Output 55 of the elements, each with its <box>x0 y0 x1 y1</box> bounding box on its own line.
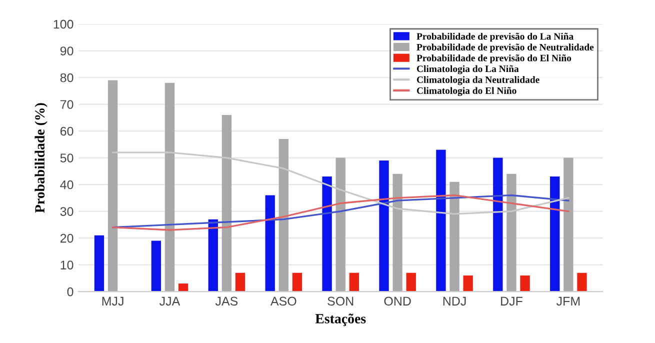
bar <box>564 158 574 292</box>
bar <box>322 176 332 292</box>
legend-label: Climatologia da Neutralidade <box>416 76 540 86</box>
x-tick-label: MJJ <box>102 296 124 306</box>
bar <box>406 272 416 292</box>
bar <box>151 240 162 292</box>
bar <box>336 158 346 292</box>
legend-label: Probabilidade de previsão do La Niña <box>416 32 574 42</box>
x-tick-label: SON <box>328 296 354 306</box>
bar <box>94 235 104 292</box>
y-tick-label: 90 <box>60 46 74 56</box>
y-tick-label: 0 <box>67 287 74 296</box>
y-tick-label: 70 <box>60 100 74 109</box>
bar <box>349 272 359 292</box>
bar <box>392 174 402 292</box>
y-tick-label: 80 <box>60 73 74 82</box>
bar <box>463 276 473 292</box>
x-tick-label: JFM <box>556 296 580 306</box>
y-tick-label: 50 <box>60 154 74 162</box>
bar <box>520 276 530 292</box>
bar <box>208 219 218 292</box>
y-tick-label: 100 <box>54 20 74 29</box>
y-tick-label: 20 <box>60 234 74 243</box>
bar <box>379 160 389 292</box>
line-series <box>112 152 570 215</box>
x-tick-label: NDJ <box>443 296 466 306</box>
x-tick-label: ASO <box>270 296 296 306</box>
x-tick-label: OND <box>384 296 411 306</box>
legend-label: Climatologia do El Niño <box>416 87 516 96</box>
bar <box>278 139 288 292</box>
y-axis-title: Probabilidade (%) <box>34 103 48 213</box>
bar <box>577 272 587 292</box>
bar <box>493 158 503 292</box>
x-tick-label: JAS <box>215 296 238 306</box>
y-tick-label: 60 <box>60 126 74 136</box>
x-tick-label: JJA <box>160 296 180 306</box>
y-tick-label: 10 <box>60 260 74 270</box>
x-axis-title: Estações <box>315 314 366 326</box>
y-tick-label: 30 <box>60 207 74 216</box>
bar <box>178 284 188 292</box>
legend-label: Climatologia do La Niña <box>416 65 519 74</box>
bar <box>108 80 118 292</box>
bar <box>235 272 246 292</box>
y-tick-label: 40 <box>60 180 74 190</box>
x-tick-label: DJF <box>501 296 522 306</box>
bar <box>164 82 175 292</box>
bar <box>222 114 232 292</box>
legend-label: Probabilidade de previsão de Neutralidade <box>416 44 594 52</box>
bar <box>450 182 460 292</box>
bar <box>506 174 516 292</box>
legend-label: Probabilidade de previsão do El Niño <box>416 54 572 64</box>
bar <box>265 195 275 292</box>
bar <box>292 272 302 292</box>
bar <box>550 176 560 292</box>
bar <box>436 150 446 292</box>
